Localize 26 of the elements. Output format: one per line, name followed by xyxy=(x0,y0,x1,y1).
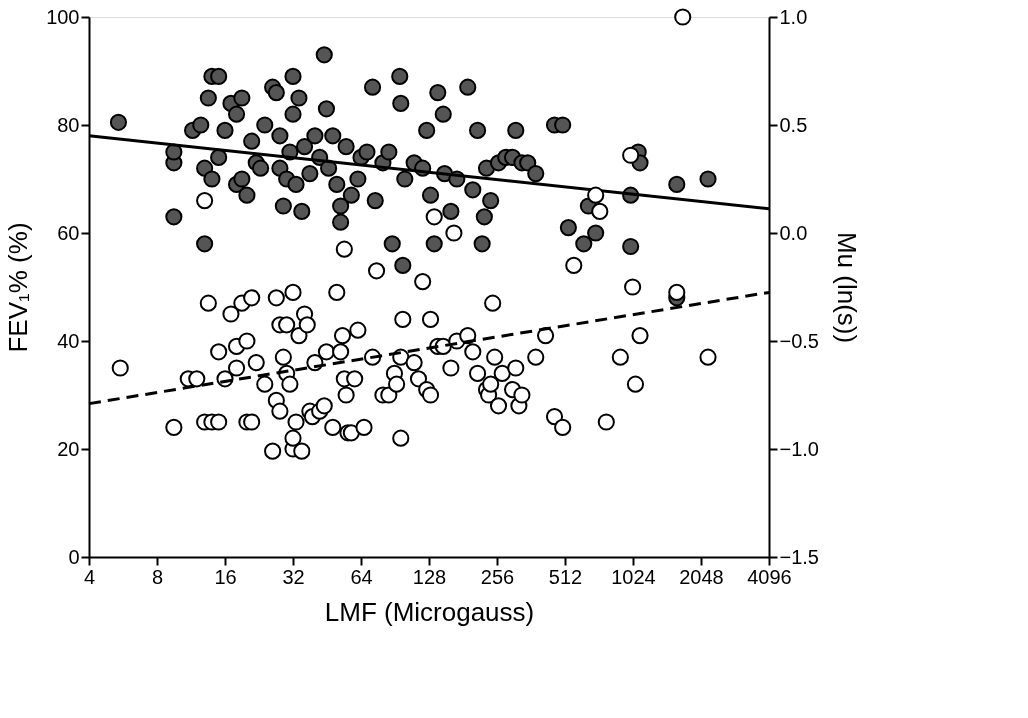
x-tick-label: 32 xyxy=(282,565,305,588)
y2-tick-label: −1.5 xyxy=(779,545,819,568)
y-axis-title: FEV₁% (%) xyxy=(3,222,34,353)
x-tick-label: 128 xyxy=(412,565,447,588)
x-tick-label: 16 xyxy=(214,565,237,588)
y2-tick-label: −0.5 xyxy=(779,329,819,352)
y2-tick-label: −1.0 xyxy=(779,437,819,460)
x-tick-label: 4 xyxy=(83,565,96,588)
y-tick-label: 40 xyxy=(57,329,80,352)
x-tick-label: 2048 xyxy=(679,565,724,588)
y2-tick-label: 0.0 xyxy=(779,221,808,244)
y-tick-label: 0 xyxy=(68,545,80,568)
y2-tick-label: 1.0 xyxy=(779,5,808,28)
y-tick-label: 100 xyxy=(46,5,80,28)
y2-axis-title: Mu (ln(s)) xyxy=(831,231,862,344)
y-tick-label: 80 xyxy=(57,113,80,136)
x-tick-label: 4096 xyxy=(747,565,792,588)
x-tick-label: 512 xyxy=(548,565,583,588)
x-tick-label: 256 xyxy=(480,565,515,588)
x-tick-label: 8 xyxy=(151,565,164,588)
x-tick-label: 1024 xyxy=(611,565,656,588)
y-tick-label: 60 xyxy=(57,221,80,244)
y-tick-label: 20 xyxy=(57,437,80,460)
x-tick-label: 64 xyxy=(350,565,373,588)
y2-tick-label: 0.5 xyxy=(779,113,808,136)
x-axis-title: LMF (Microgauss) xyxy=(324,596,535,627)
